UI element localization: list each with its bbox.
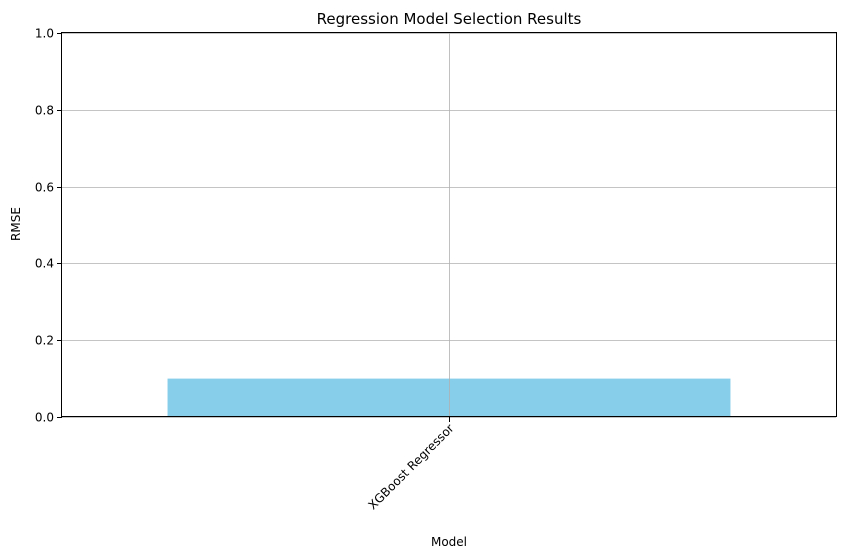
y-tick-label: 0.0 bbox=[35, 411, 54, 425]
bar-layer bbox=[167, 33, 731, 417]
bar bbox=[167, 378, 731, 417]
plot-frame bbox=[61, 32, 837, 417]
y-axis-ticks: 0.0 0.2 0.4 0.6 0.8 1.0 bbox=[35, 27, 62, 425]
x-axis-label: Model bbox=[431, 535, 467, 549]
x-axis-ticks: XGBoost Regressor bbox=[366, 417, 457, 512]
y-tick-label: 0.2 bbox=[35, 334, 54, 348]
x-tick-label: XGBoost Regressor bbox=[366, 421, 457, 512]
grid-layer bbox=[62, 33, 836, 418]
y-tick-label: 0.6 bbox=[35, 181, 54, 195]
y-tick-label: 1.0 bbox=[35, 27, 54, 41]
y-tick-label: 0.8 bbox=[35, 104, 54, 118]
y-tick-label: 0.4 bbox=[35, 257, 54, 271]
chart-title: Regression Model Selection Results bbox=[317, 10, 582, 28]
y-axis-label: RMSE bbox=[9, 207, 23, 241]
